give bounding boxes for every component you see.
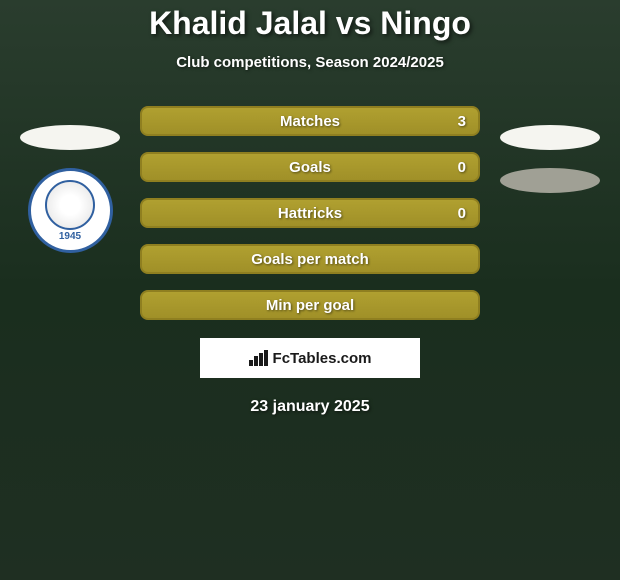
stat-bar-matches: Matches 3 — [140, 106, 480, 136]
left-club-logo-wrapper: 1945 — [10, 168, 130, 253]
stat-value: 3 — [458, 113, 466, 130]
player-silhouette-icon — [20, 125, 120, 150]
player-silhouette-icon — [500, 125, 600, 150]
page-title: Khalid Jalal vs Ningo — [0, 5, 620, 42]
stat-bar-goals-per-match: Goals per match — [140, 244, 480, 274]
club-logo: 1945 — [28, 168, 113, 253]
stat-label: Min per goal — [266, 297, 354, 314]
stat-label: Goals per match — [251, 251, 369, 268]
stat-value: 0 — [458, 205, 466, 222]
stats-bars-column: Matches 3 Goals 0 Hattricks 0 Goals per … — [140, 106, 480, 320]
left-player-placeholder — [10, 125, 130, 150]
stat-label: Goals — [289, 159, 331, 176]
stat-label: Matches — [280, 113, 340, 130]
brand-name: FcTables.com — [273, 350, 372, 367]
stat-label: Hattricks — [278, 205, 342, 222]
soccer-ball-icon — [45, 180, 95, 230]
stat-bar-min-per-goal: Min per goal — [140, 290, 480, 320]
stat-bar-goals: Goals 0 — [140, 152, 480, 182]
date-text: 23 january 2025 — [0, 398, 620, 416]
brand-box[interactable]: FcTables.com — [200, 338, 420, 378]
right-club-placeholder — [490, 168, 610, 193]
club-year: 1945 — [59, 231, 81, 242]
right-player-placeholder — [490, 125, 610, 150]
subtitle: Club competitions, Season 2024/2025 — [0, 54, 620, 71]
club-placeholder-icon — [500, 168, 600, 193]
right-player-column — [490, 125, 610, 211]
chart-icon — [249, 350, 269, 366]
stat-value: 0 — [458, 159, 466, 176]
main-container: Khalid Jalal vs Ningo Club competitions,… — [0, 0, 620, 416]
left-player-column: 1945 — [10, 125, 130, 271]
stat-bar-hattricks: Hattricks 0 — [140, 198, 480, 228]
